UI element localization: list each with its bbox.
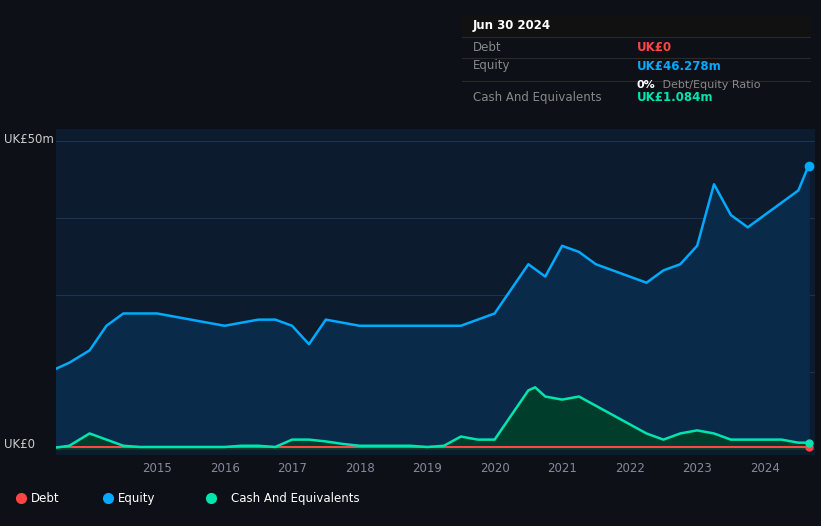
Text: UK£0: UK£0 <box>4 438 35 451</box>
Text: Cash And Equivalents: Cash And Equivalents <box>231 492 360 505</box>
Text: UK£46.278m: UK£46.278m <box>637 59 722 73</box>
Text: UK£0: UK£0 <box>637 41 672 54</box>
Text: UK£50m: UK£50m <box>4 133 54 146</box>
Text: 0%: 0% <box>637 80 655 90</box>
Text: Cash And Equivalents: Cash And Equivalents <box>473 92 601 105</box>
Bar <box>462 15 811 37</box>
Text: UK£1.084m: UK£1.084m <box>637 92 713 105</box>
Text: Equity: Equity <box>473 59 510 73</box>
Text: Debt: Debt <box>30 492 59 505</box>
Text: Debt: Debt <box>473 41 502 54</box>
Text: Equity: Equity <box>118 492 155 505</box>
Text: Debt/Equity Ratio: Debt/Equity Ratio <box>659 80 761 90</box>
Text: Jun 30 2024: Jun 30 2024 <box>473 19 551 33</box>
